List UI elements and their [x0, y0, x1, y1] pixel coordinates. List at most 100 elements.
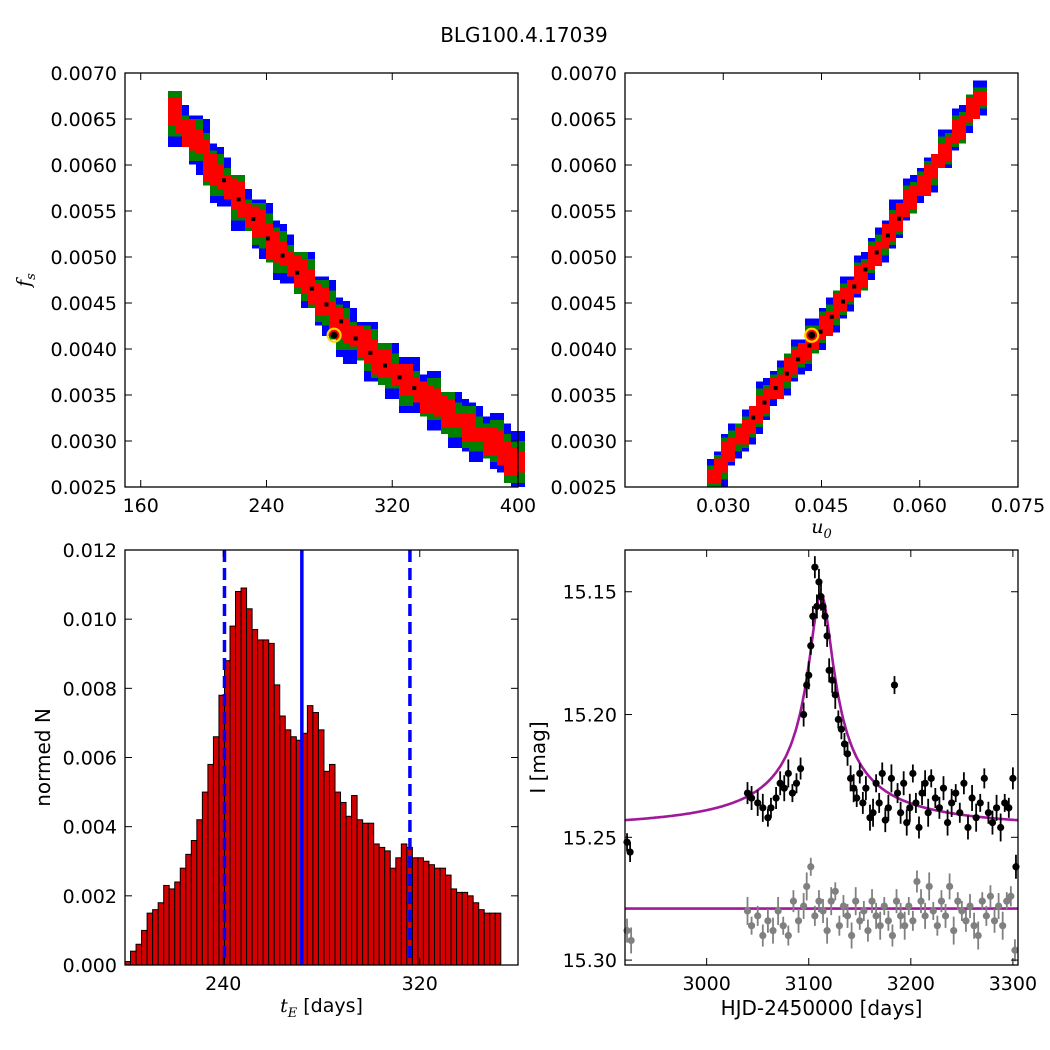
histogram-bar	[240, 587, 248, 966]
secondary-data-point	[852, 897, 860, 905]
secondary-data-point	[860, 907, 868, 915]
secondary-data-point	[917, 897, 925, 905]
secondary-data-point	[754, 912, 762, 920]
data-point	[992, 804, 1001, 812]
secondary-data-point	[897, 912, 905, 920]
chain-point	[280, 253, 285, 258]
secondary-data-point	[839, 902, 848, 910]
secondary-data-point	[743, 907, 752, 915]
data-point	[846, 774, 855, 782]
chain-point	[251, 217, 256, 222]
histogram-bar	[174, 881, 181, 966]
chain-point	[829, 314, 834, 319]
fs-vs-u0-panel: 0.030 0.045 0.060 0.075 0.0025 0.0030 0.0035 0.…	[551, 63, 1046, 542]
data-point	[890, 681, 899, 689]
data-point	[984, 809, 992, 817]
histogram-bar	[279, 715, 286, 966]
secondary-data-point	[884, 917, 892, 925]
histogram-bar	[433, 867, 441, 966]
data-point	[828, 676, 836, 684]
y-tick-label: 0.002	[63, 886, 117, 908]
data-point	[807, 642, 815, 650]
chain-point	[773, 386, 778, 391]
histogram-bar	[417, 857, 424, 966]
histogram-bar	[494, 912, 502, 966]
light-curve-panel: 3000 3100 3200 3300 15.15 15.20 15.25 15.30 I [m…	[526, 549, 1037, 1020]
histogram-bar	[378, 846, 386, 966]
data-point	[960, 779, 968, 787]
y-tick-label: 15.15	[563, 582, 617, 604]
x-tick-label: 0.045	[794, 495, 848, 517]
data-point	[918, 789, 926, 797]
red-level-cell	[938, 143, 952, 151]
data-point	[821, 612, 829, 620]
histogram-bar	[312, 712, 319, 966]
x-tick-label: 3200	[887, 973, 935, 995]
chain-point	[397, 375, 402, 380]
data-point	[931, 794, 939, 802]
data-point	[980, 774, 988, 782]
secondary-data-point	[970, 922, 978, 930]
histogram-bar	[306, 705, 314, 966]
secondary-data-point	[929, 907, 937, 915]
y-tick-label: 0.0030	[551, 431, 617, 453]
data-point	[853, 794, 861, 802]
secondary-data-point	[827, 897, 835, 905]
histogram-bar	[478, 909, 485, 966]
data-point	[754, 799, 762, 807]
secondary-data-point	[921, 912, 929, 920]
chain-point	[265, 236, 270, 241]
chain-point	[368, 350, 373, 355]
histogram-bar	[411, 857, 419, 966]
secondary-data-point	[950, 927, 958, 935]
secondary-data-point	[811, 912, 819, 920]
data-point	[840, 740, 849, 748]
secondary-data-point	[990, 917, 999, 925]
chain-point	[324, 302, 329, 307]
y-axis-label: normed N	[31, 708, 55, 807]
data-point	[921, 779, 929, 787]
data-point	[897, 809, 905, 817]
histogram-bar	[428, 864, 435, 966]
histogram-bar	[340, 801, 347, 966]
data-point	[956, 809, 964, 817]
histogram-bar	[273, 684, 281, 966]
axes-frame	[624, 549, 1019, 966]
data-point	[912, 799, 920, 807]
histogram-bar	[356, 819, 364, 966]
y-tick-label: 0.0025	[551, 477, 617, 499]
histogram-bar	[395, 857, 402, 966]
histogram-bar	[345, 815, 353, 966]
y-axis-label: I [mag]	[526, 721, 550, 793]
data-point	[869, 809, 877, 817]
data-point	[878, 769, 886, 778]
data-point	[859, 799, 867, 807]
x-axis-label: u0	[811, 516, 832, 542]
histogram-bar	[450, 888, 458, 966]
secondary-data-point	[868, 897, 876, 905]
x-tick-label: 160	[123, 495, 159, 517]
y-tick-label: 0.0070	[551, 63, 617, 85]
secondary-data-point	[807, 863, 815, 871]
secondary-data-point	[913, 877, 921, 886]
figure-title: BLG100.4.17039	[440, 23, 608, 47]
chain-point	[897, 216, 902, 221]
chain-point	[353, 336, 358, 341]
chain-point	[874, 250, 879, 255]
data-point	[881, 816, 889, 824]
data-point	[924, 809, 932, 817]
secondary-data-point	[937, 897, 946, 905]
histogram-bar	[235, 591, 242, 966]
y-tick-label: 0.0055	[51, 201, 117, 223]
y-tick-label: 0.0035	[551, 385, 617, 407]
best-fit-point	[808, 331, 816, 339]
histogram-bar	[461, 891, 469, 966]
x-axis-label: HJD-2450000 [days]	[721, 996, 923, 1020]
secondary-data-point	[962, 917, 970, 925]
histogram-bar	[141, 929, 148, 966]
x-tick-label: 0.060	[893, 495, 947, 517]
x-tick-label: 320	[402, 973, 438, 995]
data-point	[964, 823, 972, 832]
secondary-data-point	[815, 897, 823, 905]
histogram-bar	[190, 840, 198, 966]
